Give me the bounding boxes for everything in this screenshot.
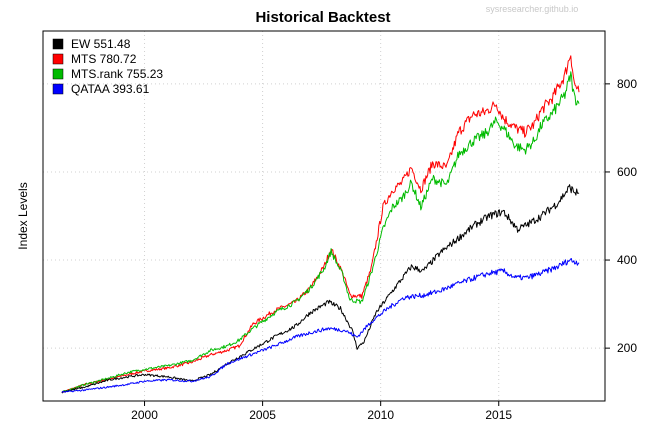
series-line-qataa bbox=[61, 258, 580, 393]
legend-label: QATAA 393.61 bbox=[71, 82, 150, 96]
grid-lines bbox=[43, 31, 605, 401]
y-tick-label: 400 bbox=[617, 253, 637, 267]
legend-swatch bbox=[52, 83, 64, 95]
y-axis: 200 400 600 800 bbox=[605, 77, 637, 355]
series-line-mts-rank bbox=[61, 71, 580, 393]
x-tick-label: 2005 bbox=[249, 408, 276, 422]
chart-title: Historical Backtest bbox=[255, 9, 390, 26]
y-axis-title: Index Levels bbox=[16, 182, 30, 249]
x-tick-label: 2010 bbox=[367, 408, 394, 422]
x-tick-label: 2000 bbox=[131, 408, 158, 422]
legend-label: MTS.rank 755.23 bbox=[71, 67, 163, 81]
legend-swatch bbox=[52, 53, 64, 65]
series-lines bbox=[61, 55, 580, 394]
legend-label: EW 551.48 bbox=[71, 37, 131, 51]
series-line-ew bbox=[61, 184, 580, 394]
y-tick-label: 600 bbox=[617, 165, 637, 179]
legend-swatch bbox=[52, 38, 64, 50]
x-axis: 2000 2005 2010 2015 bbox=[131, 401, 512, 422]
legend-label: MTS 780.72 bbox=[71, 52, 137, 66]
plot-frame bbox=[42, 30, 606, 402]
y-tick-label: 200 bbox=[617, 341, 637, 355]
legend-swatch bbox=[52, 68, 64, 80]
watermark-text: sysresearcher.github.io bbox=[486, 4, 579, 14]
y-tick-label: 800 bbox=[617, 77, 637, 91]
x-tick-label: 2015 bbox=[485, 408, 512, 422]
